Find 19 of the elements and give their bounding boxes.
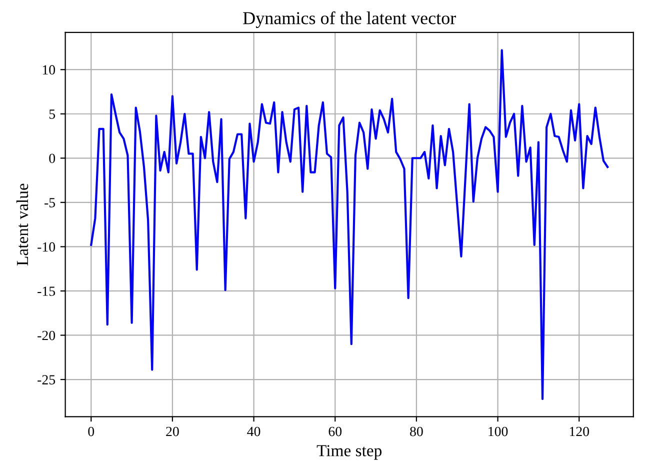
y-tick-label: 0 <box>49 154 56 164</box>
x-tick-label: 80 <box>410 426 423 436</box>
y-tick-label: -5 <box>44 198 56 208</box>
line-series <box>90 49 609 400</box>
x-axis-title: Time step <box>316 445 382 460</box>
y-tick-label: -25 <box>38 375 56 384</box>
chart-title: Dynamics of the latent vector <box>243 11 456 28</box>
x-tick-label: 120 <box>570 426 590 436</box>
y-tick-label: -10 <box>38 242 56 252</box>
x-tick-label: 60 <box>328 426 342 436</box>
x-tick-label: 0 <box>88 426 94 436</box>
y-tick-label: 5 <box>49 110 56 119</box>
y-axis-title: Latent value <box>16 184 28 266</box>
y-tick-label: 10 <box>42 65 56 75</box>
y-tick-label: -15 <box>38 286 56 296</box>
x-tick-label: 100 <box>488 426 508 436</box>
x-tick-label: 40 <box>247 426 260 436</box>
y-tick-label: -20 <box>38 330 56 340</box>
x-tick-label: 20 <box>166 426 179 436</box>
